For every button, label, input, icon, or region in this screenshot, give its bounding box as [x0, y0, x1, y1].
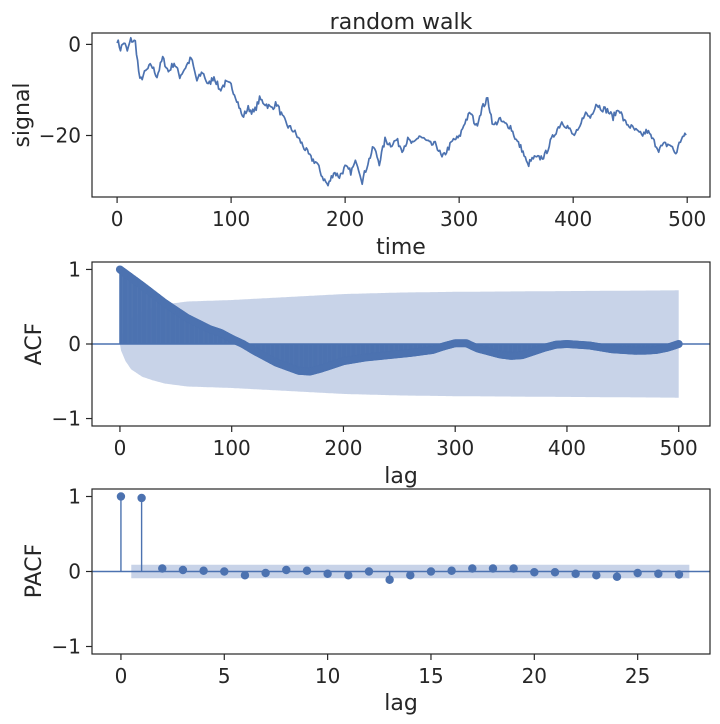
- pacf-marker: [344, 571, 353, 580]
- y-tick-label: 0: [68, 332, 81, 356]
- y-axis-ticks: 1 0 −1: [52, 485, 92, 659]
- x-axis-label: time: [376, 235, 426, 260]
- pacf-marker: [323, 569, 332, 578]
- pacf-marker: [178, 565, 188, 575]
- pacf-marker: [406, 571, 415, 580]
- x-tick-label: 300: [440, 207, 478, 231]
- pacf-marker: [302, 566, 312, 575]
- y-tick-label: −1: [52, 407, 81, 431]
- random-walk-panel: random walk 0 100 200 300 400 500 0 −20 time s…: [10, 10, 711, 260]
- x-axis-ticks: 0 100 200 300 400 500: [111, 197, 706, 231]
- chart-title: random walk: [330, 10, 473, 35]
- x-tick-label: 0: [111, 207, 124, 231]
- y-axis-label: signal: [10, 82, 35, 147]
- y-tick-label: −1: [52, 635, 81, 659]
- pacf-marker: [633, 568, 642, 578]
- pacf-marker: [612, 572, 622, 581]
- pacf-marker: [240, 571, 250, 580]
- x-tick-label: 10: [315, 664, 340, 688]
- y-axis-label: ACF: [22, 323, 47, 366]
- y-tick-label: 1: [68, 485, 81, 509]
- acf-marker: [674, 340, 683, 348]
- x-axis-label: lag: [384, 464, 418, 489]
- x-tick-label: 400: [554, 207, 592, 231]
- pacf-marker: [158, 564, 167, 573]
- x-axis-ticks: 0 100 200 300 400 500: [114, 426, 698, 460]
- x-tick-label: 100: [213, 436, 251, 460]
- x-tick-label: 500: [668, 207, 706, 231]
- x-tick-label: 400: [548, 436, 586, 460]
- pacf-marker: [488, 564, 498, 573]
- pacf-marker: [571, 569, 580, 578]
- pacf-marker: [674, 570, 684, 579]
- pacf-marker: [550, 568, 560, 577]
- x-tick-label: 0: [115, 664, 128, 688]
- pacf-marker: [447, 566, 456, 575]
- x-tick-label: 200: [326, 207, 364, 231]
- x-tick-label: 300: [436, 436, 474, 460]
- pacf-markers: [116, 492, 684, 584]
- x-tick-label: 500: [660, 436, 698, 460]
- x-tick-label: 15: [418, 664, 443, 688]
- y-tick-label: −20: [39, 124, 81, 148]
- pacf-marker: [282, 565, 291, 575]
- y-tick-label: 0: [68, 32, 81, 56]
- pacf-marker: [137, 493, 146, 503]
- pacf-marker: [385, 575, 394, 584]
- pacf-marker: [509, 564, 518, 573]
- x-tick-label: 200: [324, 436, 362, 460]
- series-line: [116, 36, 687, 187]
- x-tick-label: 0: [114, 436, 127, 460]
- pacf-marker: [592, 571, 601, 580]
- x-tick-label: 25: [625, 664, 650, 688]
- pacf-marker: [199, 566, 208, 575]
- x-axis-ticks: 0 5 10 15 20 25: [115, 654, 650, 688]
- acf-markers: [115, 265, 683, 376]
- x-tick-label: 20: [522, 664, 547, 688]
- pacf-marker: [261, 568, 270, 578]
- pacf-marker: [468, 564, 477, 573]
- acf-panel: 0 100 200 300 400 500 1 0 −1 lag ACF: [22, 257, 711, 489]
- pacf-marker: [220, 567, 229, 576]
- pacf-marker: [654, 569, 663, 578]
- plot-frame: [91, 32, 711, 198]
- pacf-marker: [426, 567, 436, 576]
- y-axis-label: PACF: [22, 544, 47, 599]
- y-tick-label: 0: [68, 560, 81, 584]
- y-axis-ticks: 0 −20: [39, 32, 92, 148]
- pacf-marker: [364, 567, 374, 576]
- pacf-marker: [116, 492, 126, 501]
- x-tick-label: 100: [212, 207, 250, 231]
- x-tick-label: 5: [218, 664, 231, 688]
- x-axis-label: lag: [384, 691, 418, 716]
- y-tick-label: 1: [68, 257, 81, 281]
- random-walk-line: [116, 36, 687, 187]
- pacf-panel: 0 5 10 15 20 25 10−1 lag PACF: [22, 485, 711, 716]
- pacf-marker: [530, 568, 539, 577]
- y-axis-ticks: 1 0 −1: [52, 257, 92, 431]
